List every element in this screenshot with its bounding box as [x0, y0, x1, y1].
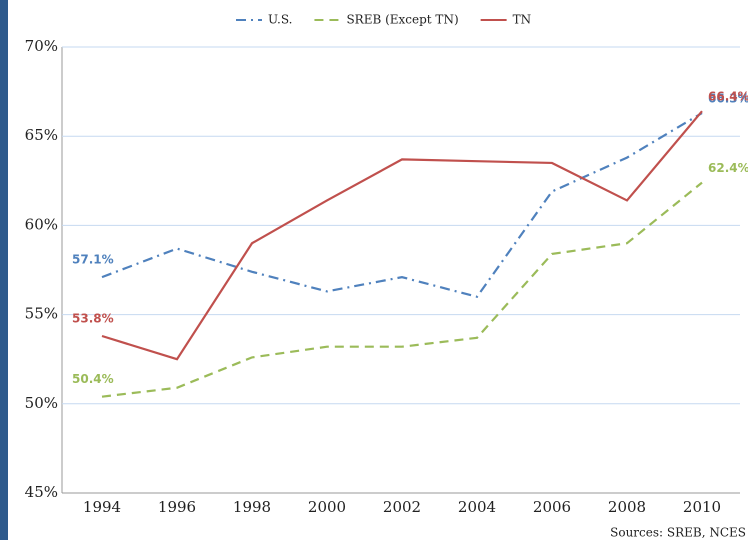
x-tick-label: 2010 — [683, 498, 721, 516]
x-tick-label: 1998 — [233, 498, 271, 516]
y-tick-label: 55% — [25, 305, 58, 323]
source-note: Sources: SREB, NCES — [610, 526, 746, 540]
y-tick-label: 50% — [25, 394, 58, 412]
x-tick-label: 1996 — [158, 498, 196, 516]
x-tick-label: 1994 — [83, 498, 121, 516]
side-bar — [0, 0, 8, 540]
legend-label: U.S. — [268, 13, 292, 27]
value-label: 53.8% — [72, 312, 114, 326]
value-label: 66.4% — [708, 90, 748, 104]
x-tick-label: 2006 — [533, 498, 571, 516]
x-tick-label: 2008 — [608, 498, 646, 516]
x-tick-label: 2004 — [458, 498, 496, 516]
y-tick-label: 70% — [25, 37, 58, 55]
x-tick-label: 2002 — [383, 498, 421, 516]
value-label: 62.4% — [708, 161, 748, 175]
y-tick-label: 45% — [25, 483, 58, 501]
y-tick-label: 60% — [25, 215, 58, 233]
y-tick-label: 65% — [25, 126, 58, 144]
value-label: 50.4% — [72, 372, 114, 386]
value-label: 57.1% — [72, 253, 114, 267]
series-line — [101, 112, 703, 299]
legend-label: TN — [513, 13, 532, 27]
legend-label: SREB (Except TN) — [346, 13, 458, 27]
series-line — [101, 110, 703, 361]
x-tick-label: 2000 — [308, 498, 346, 516]
series-line — [101, 181, 703, 398]
value-label: 66.3% — [708, 92, 748, 106]
